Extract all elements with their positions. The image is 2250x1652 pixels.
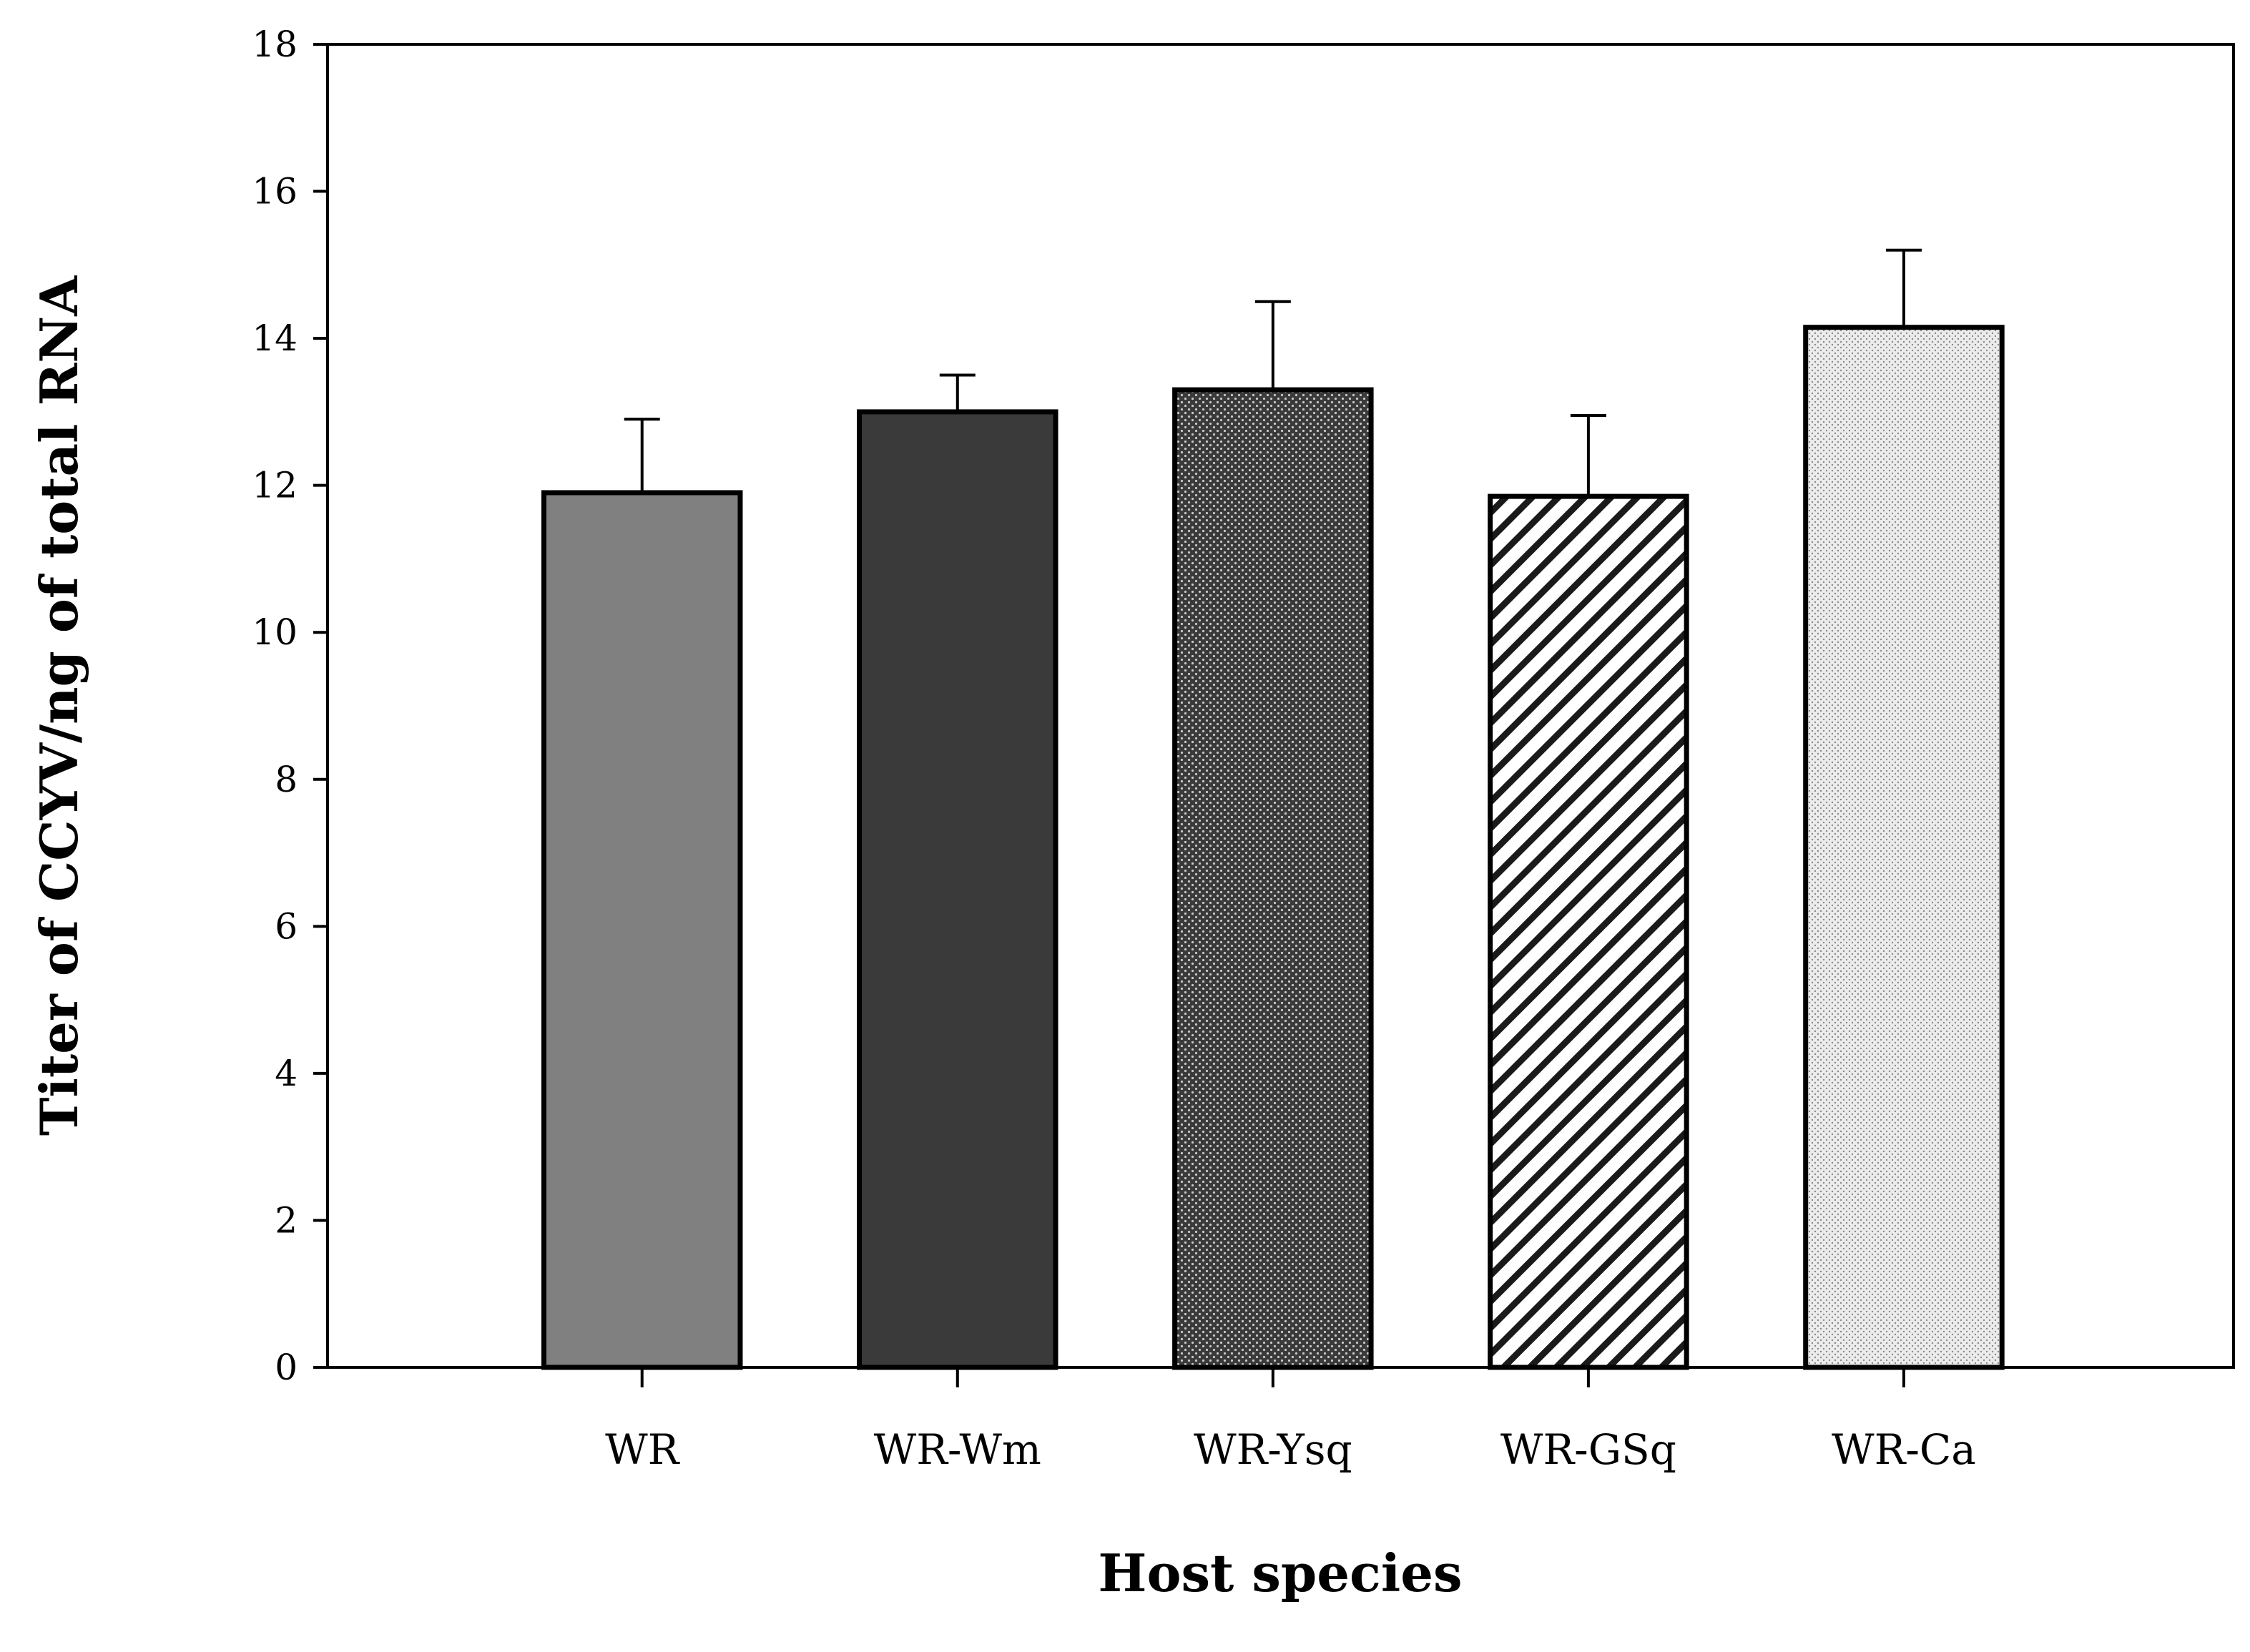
bars-layer (541, 325, 2005, 1370)
x-tick-label-wr-ca: WR-Ca (1832, 1425, 1976, 1474)
x-tick-label-wr: WR (605, 1425, 681, 1474)
bar-wr-ysq (1172, 387, 1374, 1370)
x-tick-label-wr-gsq: WR-GSq (1500, 1425, 1676, 1474)
y-tick-label: 4 (275, 1053, 298, 1094)
x-tick-label-wr-ysq: WR-Ysq (1194, 1425, 1352, 1474)
y-axis-title: Titer of CCYV/ng of total RNA (29, 275, 89, 1136)
bar-wr-gsq (1488, 493, 1689, 1370)
error-bars-layer (624, 248, 1922, 497)
y-tick-label: 14 (252, 318, 298, 359)
error-bar-wr-ysq (1254, 300, 1291, 390)
error-bar-wr (624, 418, 660, 493)
y-tick-label: 8 (275, 759, 298, 800)
x-axis-ticks: WR WR-Wm WR-Ysq WR-GSq WR-Ca (605, 1367, 1976, 1474)
y-tick-label: 6 (275, 905, 298, 947)
y-tick-label: 10 (252, 611, 298, 653)
x-axis-title: Host species (1098, 1543, 1462, 1603)
y-axis-ticks: 0 2 4 6 8 10 12 14 16 18 (252, 24, 328, 1388)
y-tick-label: 0 (275, 1347, 298, 1388)
y-tick-label: 18 (252, 24, 298, 65)
bar-wr (541, 490, 743, 1370)
y-tick-label: 16 (252, 171, 298, 212)
error-bar-wr-wm (939, 373, 976, 412)
error-bar-wr-ca (1885, 248, 1922, 328)
bar-wr-ca (1803, 325, 2005, 1370)
error-bar-wr-gsq (1570, 414, 1606, 497)
y-tick-label: 12 (252, 465, 298, 506)
x-tick-label-wr-wm: WR-Wm (874, 1425, 1041, 1474)
bar-wr-wm (857, 409, 1058, 1370)
y-tick-label: 2 (275, 1199, 298, 1241)
plot-area-frame (326, 43, 2235, 1369)
